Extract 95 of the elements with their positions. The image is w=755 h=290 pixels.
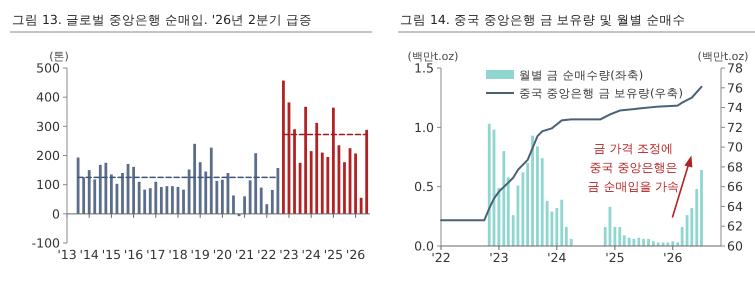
x-tick-label: '18	[168, 247, 188, 262]
annotation: 금 가격 조정에 중국 중앙은행은 금 순매입을 가속	[588, 141, 680, 194]
bar	[126, 164, 130, 214]
y2-axis-title: (백만t.oz)	[698, 50, 748, 63]
bar	[608, 206, 612, 246]
x-tick-label: '24	[547, 250, 567, 265]
x-tick-label: '22	[257, 247, 276, 262]
bar	[686, 215, 688, 246]
y-tick-label: 400	[36, 90, 60, 105]
bar	[498, 188, 500, 246]
bar	[193, 144, 196, 214]
bar	[293, 129, 296, 214]
bar	[248, 180, 252, 214]
chart-title: 그림 14. 중국 중앙은행 금 보유량 및 월별 순매수	[400, 12, 686, 27]
bar	[492, 130, 496, 246]
chart-title: 그림 13. 글로벌 중앙은행 순매입. '26년 2분기 급증	[12, 12, 312, 27]
y2-tick-label: 78	[727, 60, 743, 76]
y2-tick-label: 64	[727, 198, 743, 214]
x-tick-label: '23	[489, 250, 509, 265]
bar	[282, 80, 285, 214]
bar	[343, 162, 346, 214]
bar	[632, 238, 636, 246]
bar	[138, 182, 141, 214]
x-tick-label: '25	[324, 247, 344, 262]
bar	[546, 200, 549, 246]
x-tick-label: '20	[212, 247, 232, 262]
bar	[700, 170, 703, 246]
x-tick-label: '19	[190, 247, 210, 262]
y-tick-label: 1.0	[414, 120, 434, 135]
x-tick-label: '21	[234, 247, 254, 262]
legend-label: 월별 금 순매수량(좌축)	[519, 68, 644, 82]
y-tick-label: 1.5	[414, 60, 434, 76]
bar	[613, 227, 616, 246]
bar	[132, 166, 135, 214]
bar	[171, 186, 174, 214]
bar	[360, 198, 363, 214]
bar	[516, 185, 520, 246]
y2-tick-label: 72	[727, 120, 743, 135]
y2-tick-label: 66	[727, 179, 743, 194]
y-tick-label: 500	[36, 60, 60, 76]
bar	[304, 106, 308, 214]
y2-tick-label: 62	[727, 218, 743, 234]
bar	[680, 227, 684, 246]
bar	[188, 170, 190, 214]
bar	[354, 153, 357, 214]
bar	[182, 190, 185, 214]
bar	[165, 186, 168, 214]
bar	[338, 145, 340, 214]
x-tick-label: '26	[346, 247, 366, 262]
bar	[348, 148, 352, 214]
bar	[82, 177, 86, 214]
y-tick-label: 200	[36, 148, 60, 163]
bar	[220, 180, 224, 214]
y-axis-title: (백만t.oz)	[408, 50, 458, 63]
y2-tick-label: 60	[727, 238, 743, 254]
bar	[116, 184, 118, 214]
bar	[298, 162, 302, 214]
bar	[176, 187, 180, 214]
bar	[232, 195, 235, 214]
y-tick-label: 0.5	[414, 179, 434, 194]
x-tick-label: '16	[124, 247, 144, 262]
bar	[628, 238, 631, 246]
bar	[647, 238, 650, 246]
x-tick-label: '23	[279, 247, 299, 262]
y2-tick-label: 70	[727, 140, 743, 155]
y2-tick-label: 74	[727, 100, 743, 116]
bar	[226, 173, 230, 214]
bar	[332, 108, 335, 214]
bar	[76, 158, 80, 214]
x-tick-label: '24	[302, 247, 321, 262]
y2-tick-label: 68	[727, 159, 743, 174]
bar	[652, 241, 655, 246]
y-tick-label: 300	[36, 118, 60, 134]
x-tick-label: '26	[663, 250, 682, 265]
y-tick-label: 100	[36, 177, 60, 192]
line-series	[440, 86, 702, 222]
legend-label: 중국 중앙은행 금 보유량(우축)	[519, 86, 683, 100]
bar	[288, 102, 290, 214]
bar	[110, 174, 113, 214]
bar	[121, 173, 124, 214]
x-tick-label: '15	[102, 247, 122, 262]
x-tick-label: '17	[146, 247, 166, 262]
bar	[550, 212, 554, 246]
y-axis-title: (톤)	[49, 50, 69, 63]
y2-tick-label: 76	[727, 80, 743, 96]
bar	[243, 196, 246, 214]
bar	[536, 146, 539, 246]
bar	[662, 242, 664, 246]
bar	[666, 242, 670, 246]
bar	[531, 136, 534, 246]
x-tick-label: '25	[605, 250, 625, 265]
bar	[642, 238, 645, 246]
x-tick-label: '14	[80, 247, 99, 262]
bar	[276, 168, 280, 214]
y-tick-label: 0	[52, 206, 60, 222]
